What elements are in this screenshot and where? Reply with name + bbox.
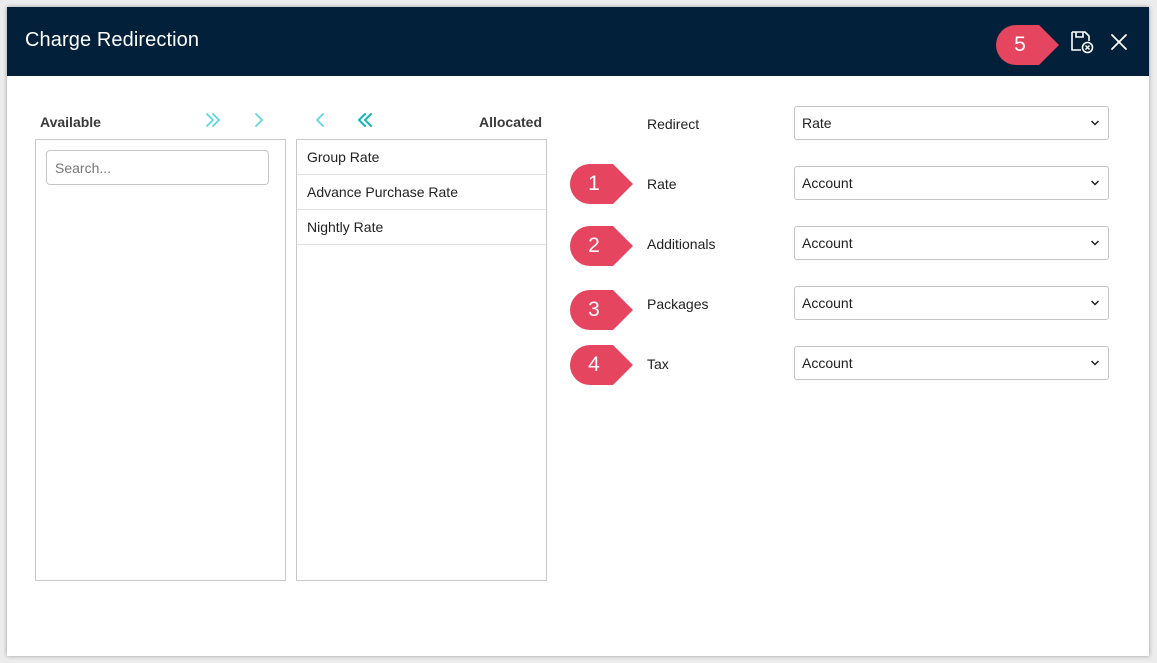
rate-select[interactable]: Account bbox=[794, 166, 1109, 200]
packages-label: Packages bbox=[647, 296, 709, 312]
move-left-button[interactable] bbox=[310, 110, 330, 130]
available-label: Available bbox=[40, 114, 101, 130]
tax-select-value: Account bbox=[802, 355, 853, 371]
move-right-button[interactable] bbox=[249, 110, 269, 130]
callout-marker-1: 1 bbox=[569, 163, 639, 205]
callout-marker-4: 4 bbox=[569, 344, 639, 386]
dialog-title: Charge Redirection bbox=[25, 29, 200, 51]
callout-marker-2: 2 bbox=[569, 225, 639, 267]
double-chevron-left-icon bbox=[358, 113, 372, 127]
close-icon bbox=[1111, 34, 1127, 50]
packages-select[interactable]: Account bbox=[794, 286, 1109, 320]
tax-label: Tax bbox=[647, 356, 669, 372]
chevron-left-icon bbox=[316, 113, 324, 127]
redirect-select-value: Rate bbox=[802, 115, 832, 131]
save-cancel-icon bbox=[1071, 31, 1094, 54]
list-item[interactable]: Advance Purchase Rate bbox=[297, 175, 546, 210]
available-search-input[interactable] bbox=[46, 150, 269, 185]
redirect-select[interactable]: Rate bbox=[794, 106, 1109, 140]
double-chevron-right-icon bbox=[206, 113, 220, 127]
callout-marker-5: 5 bbox=[995, 24, 1065, 66]
additionals-select[interactable]: Account bbox=[794, 226, 1109, 260]
additionals-select-value: Account bbox=[802, 235, 853, 251]
chevron-down-icon bbox=[1090, 298, 1100, 308]
tax-select[interactable]: Account bbox=[794, 346, 1109, 380]
allocated-label: Allocated bbox=[478, 114, 542, 130]
packages-select-value: Account bbox=[802, 295, 853, 311]
move-all-right-button[interactable] bbox=[203, 110, 223, 130]
charge-redirection-dialog: Charge Redirection 5 A bbox=[7, 7, 1149, 656]
chevron-down-icon bbox=[1090, 358, 1100, 368]
list-item[interactable]: Group Rate bbox=[297, 140, 546, 175]
chevron-down-icon bbox=[1090, 238, 1100, 248]
save-cancel-button[interactable] bbox=[1069, 29, 1095, 55]
rate-select-value: Account bbox=[802, 175, 853, 191]
chevron-down-icon bbox=[1090, 178, 1100, 188]
move-all-left-button[interactable] bbox=[355, 110, 375, 130]
callout-marker-3: 3 bbox=[569, 289, 639, 331]
dialog-header: Charge Redirection 5 bbox=[7, 7, 1149, 76]
redirect-label: Redirect bbox=[647, 116, 700, 132]
available-list[interactable] bbox=[35, 139, 286, 581]
close-button[interactable] bbox=[1106, 29, 1132, 55]
list-item[interactable]: Nightly Rate bbox=[297, 210, 546, 245]
chevron-down-icon bbox=[1090, 118, 1100, 128]
additionals-label: Additionals bbox=[647, 236, 716, 252]
rate-label: Rate bbox=[647, 176, 677, 192]
allocated-list[interactable]: Group Rate Advance Purchase Rate Nightly… bbox=[296, 139, 547, 581]
chevron-right-icon bbox=[255, 113, 263, 127]
